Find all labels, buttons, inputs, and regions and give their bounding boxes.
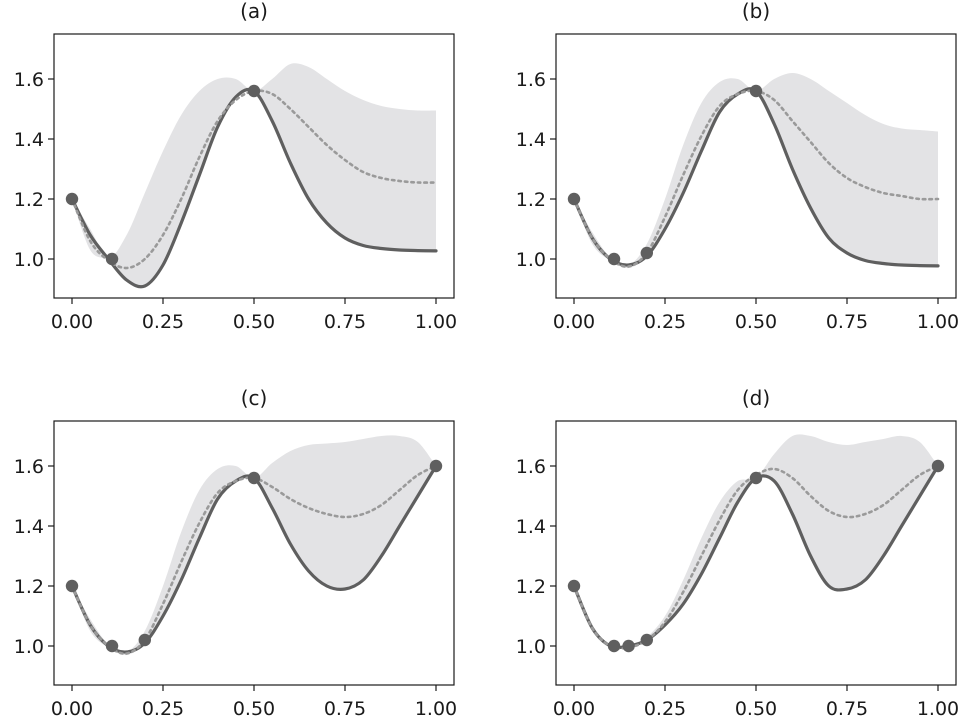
y-tick-label: 1.4 bbox=[516, 129, 546, 151]
observation-point bbox=[247, 471, 261, 485]
panel-d: (d) 0.00 0.25 0.50 0.75 1.00 1.0 1.2 1.4 1.6 bbox=[516, 386, 959, 720]
panel-c: (c) 0.00 0.25 0.50 0.75 1.00 1.0 1.2 1.4 1.6 bbox=[14, 386, 457, 720]
y-tick-label: 1.6 bbox=[516, 456, 546, 478]
mean-line bbox=[572, 464, 940, 650]
confidence-band bbox=[72, 435, 436, 656]
x-tick-label: 0.75 bbox=[324, 698, 366, 720]
observation-point bbox=[640, 633, 653, 647]
observation-point bbox=[105, 639, 119, 653]
confidence-band bbox=[574, 434, 938, 648]
observation-point bbox=[247, 84, 261, 98]
x-tick-label: 0.25 bbox=[644, 698, 686, 720]
y-tick-label: 1.0 bbox=[14, 636, 44, 658]
y-tick-label: 1.6 bbox=[14, 456, 44, 478]
y-tick-label: 1.6 bbox=[14, 69, 44, 91]
y-tick-label: 1.2 bbox=[516, 576, 546, 598]
panel-a-title: (a) bbox=[240, 0, 268, 23]
y-tick-label: 1.2 bbox=[516, 189, 546, 211]
observation-point bbox=[65, 579, 79, 593]
x-tick-label: 0.25 bbox=[644, 311, 686, 333]
observation-point bbox=[622, 639, 635, 653]
panel-d-title: (d) bbox=[742, 386, 770, 410]
x-tick-label: 0.50 bbox=[233, 311, 275, 333]
y-tick-label: 1.4 bbox=[14, 516, 44, 538]
y-tick-label: 1.6 bbox=[516, 69, 546, 91]
x-tick-label: 1.00 bbox=[415, 311, 457, 333]
observation-point bbox=[931, 459, 945, 473]
x-tick-label: 1.00 bbox=[415, 698, 457, 720]
x-tick-label: 1.00 bbox=[917, 698, 959, 720]
x-tick-label: 0.75 bbox=[826, 698, 868, 720]
y-tick-label: 1.4 bbox=[14, 129, 44, 151]
x-tick-label: 0.50 bbox=[735, 311, 777, 333]
x-tick-label: 0.75 bbox=[324, 311, 366, 333]
x-tick-label: 0.50 bbox=[735, 698, 777, 720]
observation-point bbox=[607, 252, 621, 266]
panel-a: (a) 0.00 0.25 0.50 0.75 1.00 1.0 1.2 1.4 1.6 bbox=[14, 0, 457, 333]
panel-c-title: (c) bbox=[241, 386, 268, 410]
x-tick-label: 0.25 bbox=[142, 698, 184, 720]
x-tick-label: 0.00 bbox=[553, 698, 595, 720]
y-tick-label: 1.2 bbox=[14, 189, 44, 211]
x-tick-label: 1.00 bbox=[917, 311, 959, 333]
x-tick-label: 0.75 bbox=[826, 311, 868, 333]
x-tick-label: 0.25 bbox=[142, 311, 184, 333]
observation-point bbox=[65, 192, 79, 206]
y-tick-label: 1.0 bbox=[516, 636, 546, 658]
observation-point bbox=[138, 633, 151, 647]
y-tick-label: 1.4 bbox=[516, 516, 546, 538]
panel-b-title: (b) bbox=[742, 0, 770, 23]
y-tick-label: 1.0 bbox=[516, 249, 546, 271]
x-tick-label: 0.00 bbox=[51, 698, 93, 720]
observation-point bbox=[105, 252, 119, 266]
x-tick-label: 0.50 bbox=[233, 698, 275, 720]
observation-point bbox=[567, 192, 581, 206]
y-tick-label: 1.0 bbox=[14, 249, 44, 271]
observation-point bbox=[607, 639, 621, 653]
observation-point bbox=[749, 471, 763, 485]
observation-point bbox=[429, 459, 443, 473]
y-tick-label: 1.2 bbox=[14, 576, 44, 598]
observation-point bbox=[567, 579, 581, 593]
x-tick-label: 0.00 bbox=[51, 311, 93, 333]
confidence-band bbox=[574, 73, 938, 269]
x-tick-label: 0.00 bbox=[553, 311, 595, 333]
panel-b: (b) 0.00 0.25 0.50 0.75 1.00 1.0 1.2 1.4 1.6 bbox=[516, 0, 959, 333]
confidence-band bbox=[72, 63, 436, 287]
observation-point bbox=[640, 246, 653, 260]
observation-point bbox=[749, 84, 763, 98]
